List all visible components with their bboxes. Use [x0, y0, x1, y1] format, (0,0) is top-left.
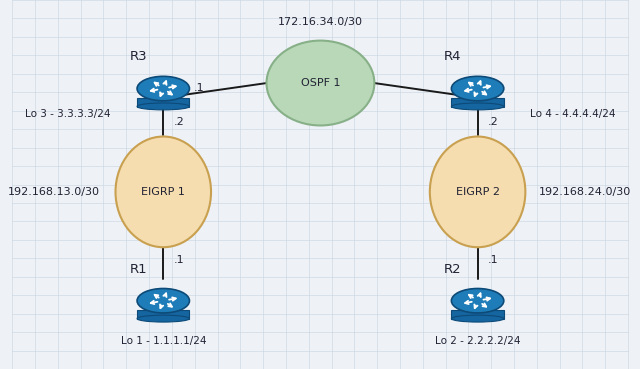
Text: EIGRP 1: EIGRP 1 — [141, 187, 185, 197]
Ellipse shape — [451, 289, 504, 313]
Text: R4: R4 — [444, 51, 461, 63]
Text: 192.168.13.0/30: 192.168.13.0/30 — [8, 187, 100, 197]
FancyBboxPatch shape — [137, 310, 189, 319]
Text: .2: .2 — [173, 117, 184, 127]
FancyBboxPatch shape — [451, 98, 504, 107]
Ellipse shape — [137, 76, 189, 101]
FancyBboxPatch shape — [137, 98, 189, 107]
Text: R1: R1 — [129, 263, 147, 276]
Ellipse shape — [137, 103, 189, 110]
Text: .2: .2 — [455, 83, 465, 93]
Text: Lo 4 - 4.4.4.4/24: Lo 4 - 4.4.4.4/24 — [530, 109, 616, 119]
Ellipse shape — [451, 315, 504, 322]
Ellipse shape — [451, 76, 504, 101]
Ellipse shape — [430, 137, 525, 247]
Text: .1: .1 — [194, 83, 205, 93]
Text: R2: R2 — [444, 263, 461, 276]
Text: R3: R3 — [129, 51, 147, 63]
Ellipse shape — [137, 289, 189, 313]
Text: .2: .2 — [488, 117, 499, 127]
Text: Lo 2 - 2.2.2.2/24: Lo 2 - 2.2.2.2/24 — [435, 336, 520, 346]
Text: .1: .1 — [173, 255, 184, 265]
Text: EIGRP 2: EIGRP 2 — [456, 187, 500, 197]
Text: .1: .1 — [488, 255, 499, 265]
Text: OSPF 1: OSPF 1 — [301, 78, 340, 88]
Text: 172.16.34.0/30: 172.16.34.0/30 — [278, 17, 363, 27]
Ellipse shape — [451, 103, 504, 110]
Ellipse shape — [137, 315, 189, 322]
FancyBboxPatch shape — [451, 310, 504, 319]
Text: Lo 1 - 1.1.1.1/24: Lo 1 - 1.1.1.1/24 — [120, 336, 206, 346]
Ellipse shape — [115, 137, 211, 247]
Text: 192.168.24.0/30: 192.168.24.0/30 — [540, 187, 632, 197]
Text: Lo 3 - 3.3.3.3/24: Lo 3 - 3.3.3.3/24 — [26, 109, 111, 119]
Ellipse shape — [266, 41, 374, 125]
